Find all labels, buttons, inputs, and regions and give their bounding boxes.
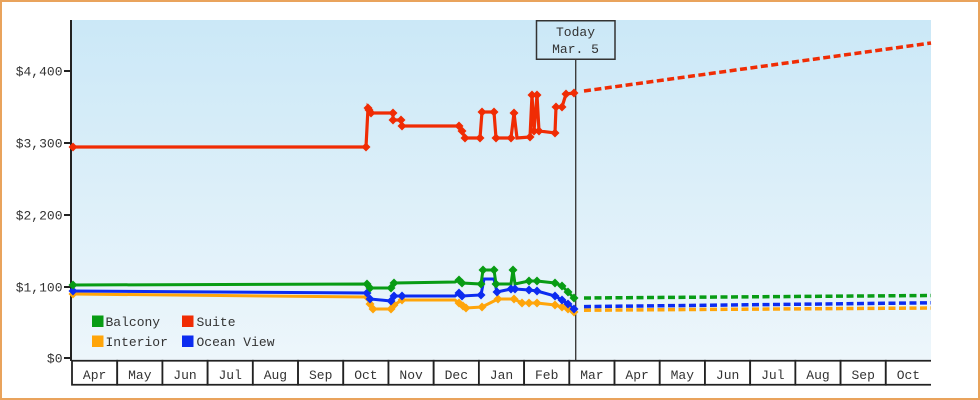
- svg-text:Mar: Mar: [580, 368, 603, 383]
- svg-text:Balcony: Balcony: [106, 315, 161, 330]
- svg-text:Suite: Suite: [197, 315, 236, 330]
- svg-text:$2,200: $2,200: [16, 209, 63, 224]
- svg-text:$3,300: $3,300: [16, 137, 63, 152]
- svg-text:Jul: Jul: [761, 368, 785, 383]
- svg-text:$1,100: $1,100: [16, 281, 63, 296]
- svg-text:Oct: Oct: [354, 368, 377, 383]
- svg-text:Aug: Aug: [806, 368, 829, 383]
- svg-text:Today: Today: [556, 25, 595, 40]
- svg-text:Jun: Jun: [716, 368, 739, 383]
- svg-text:Apr: Apr: [625, 368, 648, 383]
- svg-text:Jul: Jul: [218, 368, 242, 383]
- svg-text:Feb: Feb: [535, 368, 558, 383]
- svg-text:Nov: Nov: [399, 368, 423, 383]
- svg-text:Dec: Dec: [445, 368, 468, 383]
- svg-text:Apr: Apr: [83, 368, 106, 383]
- svg-text:Ocean View: Ocean View: [197, 335, 275, 350]
- svg-text:Mar. 5: Mar. 5: [552, 42, 599, 57]
- svg-text:Sep: Sep: [309, 368, 332, 383]
- svg-text:Interior: Interior: [106, 335, 168, 350]
- svg-text:Jun: Jun: [173, 368, 196, 383]
- svg-text:May: May: [128, 368, 152, 383]
- svg-text:Jan: Jan: [490, 368, 513, 383]
- svg-text:$4,400: $4,400: [16, 65, 63, 80]
- svg-text:May: May: [671, 368, 695, 383]
- svg-text:$0: $0: [47, 352, 63, 367]
- svg-text:Sep: Sep: [851, 368, 874, 383]
- svg-text:Aug: Aug: [264, 368, 287, 383]
- svg-text:Oct: Oct: [897, 368, 920, 383]
